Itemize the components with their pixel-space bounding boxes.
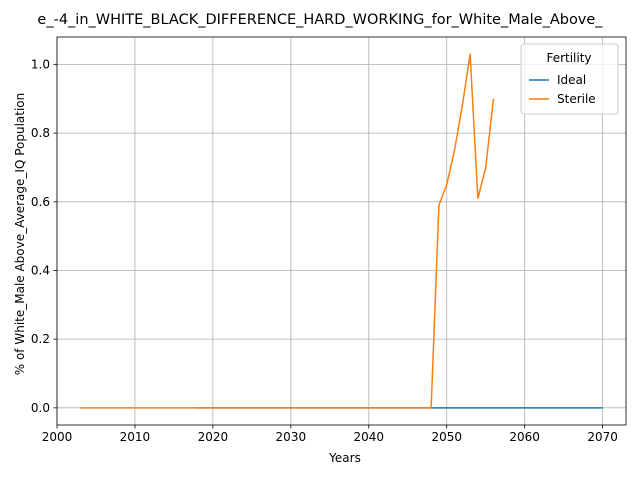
- x-axis-label: Years: [328, 451, 361, 465]
- y-axis-label: % of White_Male Above_Average_IQ Populat…: [13, 93, 27, 376]
- y-ticks: 0.0 0.2 0.4 0.6 0.8 1.0: [31, 57, 57, 415]
- x-tick-label: 2000: [42, 430, 73, 444]
- y-tick-label: 0.0: [31, 401, 50, 415]
- x-tick-label: 2010: [120, 430, 151, 444]
- legend-box: [520, 43, 619, 115]
- x-tick-label: 2040: [354, 430, 385, 444]
- x-tick-label: 2030: [276, 430, 307, 444]
- x-tick-label: 2050: [431, 430, 462, 444]
- y-tick-label: 1.0: [31, 57, 50, 71]
- legend-label-sterile: Sterile: [557, 92, 596, 106]
- series-line-sterile: [80, 53, 495, 409]
- chart-title: e_-4_in_WHITE_BLACK_DIFFERENCE_HARD_WORK…: [37, 12, 603, 28]
- plot-frame: [56, 36, 627, 426]
- x-ticks: 2000 2010 2020 2030 2040 2050 2060 2070: [42, 425, 618, 444]
- y-tick-label: 0.8: [31, 126, 50, 140]
- y-tick-label: 0.6: [31, 195, 50, 209]
- y-tick-label: 0.2: [31, 332, 50, 346]
- legend-label-ideal: Ideal: [557, 73, 586, 87]
- legend-title: Fertility: [546, 51, 591, 65]
- x-tick-label: 2070: [587, 430, 618, 444]
- series-group: [80, 53, 603, 409]
- y-tick-label: 0.4: [31, 263, 50, 277]
- legend: Fertility Ideal Sterile: [520, 43, 619, 115]
- x-tick-label: 2020: [198, 430, 229, 444]
- x-tick-label: 2060: [509, 430, 540, 444]
